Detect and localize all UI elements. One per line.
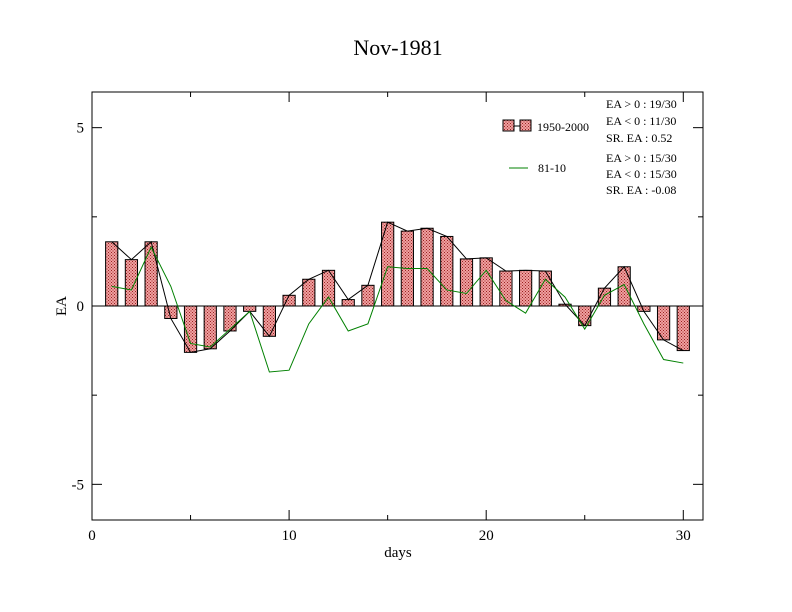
y-tick-label: -5 <box>72 477 85 493</box>
x-tick-label: 30 <box>676 528 691 544</box>
bar-day-30 <box>676 305 690 352</box>
y-axis-label: EA <box>54 296 70 316</box>
stat-ea-positive-2: EA > 0 : 15/30 <box>606 151 677 165</box>
bar-day-29 <box>656 305 671 341</box>
bar-day-9 <box>262 305 276 337</box>
bar-day-3 <box>144 241 158 307</box>
bar-day-23 <box>538 270 552 307</box>
legend-swatch-bar-left <box>502 119 515 132</box>
bar-day-13 <box>341 299 355 307</box>
legend: 1950-2000 81-10 <box>502 119 589 175</box>
bar-day-6 <box>203 305 217 350</box>
x-axis-label: days <box>384 545 412 561</box>
stat-sr-ea-2: SR. EA : -0.08 <box>606 183 676 197</box>
stat-ea-positive-1: EA > 0 : 19/30 <box>606 97 677 111</box>
bar-day-12 <box>321 269 336 307</box>
y-tick-label: 5 <box>77 121 85 137</box>
stats-block: EA > 0 : 19/30 EA < 0 : 11/30 SR. EA : 0… <box>606 97 677 197</box>
bar-day-1 <box>105 241 119 307</box>
bar-day-22 <box>519 269 533 307</box>
legend-label-1950-2000: 1950-2000 <box>537 120 589 134</box>
bar-day-17 <box>420 227 434 307</box>
bar-day-19 <box>459 258 474 307</box>
stat-ea-negative-1: EA < 0 : 11/30 <box>606 114 676 128</box>
x-tick-label: 10 <box>282 528 297 544</box>
y-tick-label: 0 <box>77 299 85 315</box>
chart-title: Nov-1981 <box>353 35 442 60</box>
bar-day-8 <box>243 305 257 312</box>
x-tick-label: 20 <box>479 528 494 544</box>
bar-day-2 <box>124 259 139 307</box>
legend-swatch-bar-right <box>519 119 532 132</box>
series-line-81-10 <box>111 245 684 373</box>
stat-ea-negative-2: EA < 0 : 15/30 <box>606 167 677 181</box>
stat-sr-ea-1: SR. EA : 0.52 <box>606 131 672 145</box>
bar-day-20 <box>479 257 493 307</box>
series-line-1950-2000 <box>111 221 684 353</box>
x-tick-label: 0 <box>88 528 96 544</box>
legend-label-81-10: 81-10 <box>538 161 566 175</box>
bar-day-18 <box>440 235 454 307</box>
plot-area: 0 10 20 30 -5 0 5 <box>72 91 704 544</box>
